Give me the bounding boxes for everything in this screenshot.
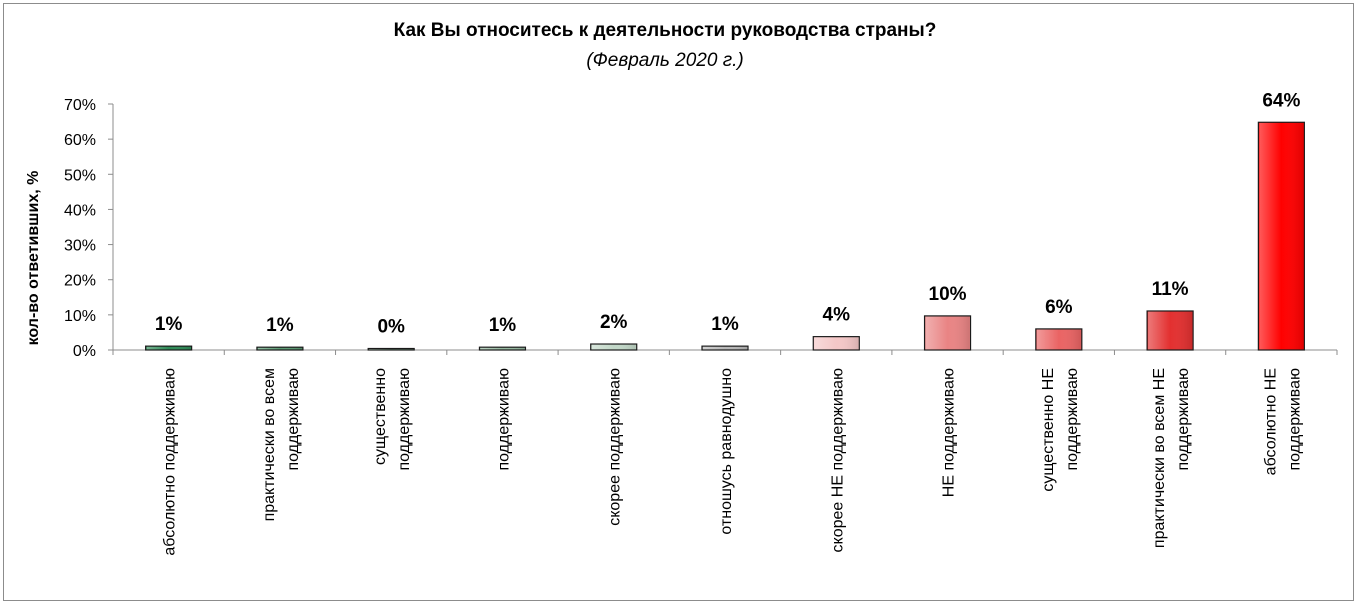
y-tick-label: 0% <box>73 343 96 360</box>
data-label: 1% <box>711 314 739 335</box>
category-label: абсолютно НЕ <box>1262 368 1279 475</box>
data-label: 6% <box>1045 297 1073 318</box>
chart-title: Как Вы относитесь к деятельности руковод… <box>393 20 937 41</box>
bar-highlight <box>369 349 414 350</box>
category-label: поддерживаю <box>396 368 413 471</box>
bar-highlight <box>814 337 859 350</box>
category-label: существенно <box>372 368 389 465</box>
chart-frame <box>3 3 1354 601</box>
y-tick-label: 50% <box>64 167 96 184</box>
data-label: 1% <box>266 315 294 336</box>
bar-highlight <box>1259 122 1304 350</box>
y-tick-label: 70% <box>64 97 96 114</box>
category-label: поддерживаю <box>1175 368 1192 471</box>
bar-highlight <box>1036 329 1081 350</box>
bar-highlight <box>480 347 525 350</box>
data-label: 10% <box>929 284 967 305</box>
category-label: поддерживаю <box>495 368 512 471</box>
category-label: практически во всем НЕ <box>1151 368 1168 548</box>
category-label: поддерживаю <box>1286 368 1303 471</box>
category-label: абсолютно поддерживаю <box>162 368 179 556</box>
data-label: 4% <box>823 305 851 326</box>
category-label: скорее НЕ поддерживаю <box>829 368 846 552</box>
data-label: 1% <box>489 315 517 336</box>
category-label: существенно НЕ <box>1040 368 1057 492</box>
data-label: 11% <box>1152 279 1189 300</box>
y-tick-label: 40% <box>64 202 96 219</box>
category-label: отношусь равнодушно <box>718 368 735 535</box>
data-label: 1% <box>155 314 183 335</box>
bar-highlight <box>591 344 636 350</box>
category-label: практически во всем <box>261 368 278 521</box>
category-label: НЕ поддерживаю <box>941 368 958 497</box>
category-label: поддерживаю <box>285 368 302 471</box>
bar-highlight <box>1148 311 1193 350</box>
category-label: скорее поддерживаю <box>607 368 624 526</box>
y-tick-label: 60% <box>64 132 96 149</box>
data-label: 64% <box>1262 90 1300 111</box>
data-label: 0% <box>377 317 405 338</box>
y-tick-label: 10% <box>64 308 96 325</box>
chart-subtitle: (Февраль 2020 г.) <box>586 50 744 71</box>
bar-highlight <box>257 347 302 350</box>
y-tick-label: 30% <box>64 238 96 255</box>
bar-highlight <box>703 346 747 350</box>
category-label: поддерживаю <box>1064 368 1081 471</box>
data-label: 2% <box>600 312 628 333</box>
bar-highlight <box>146 346 191 350</box>
bar-highlight <box>925 316 970 350</box>
y-tick-label: 20% <box>64 273 96 290</box>
